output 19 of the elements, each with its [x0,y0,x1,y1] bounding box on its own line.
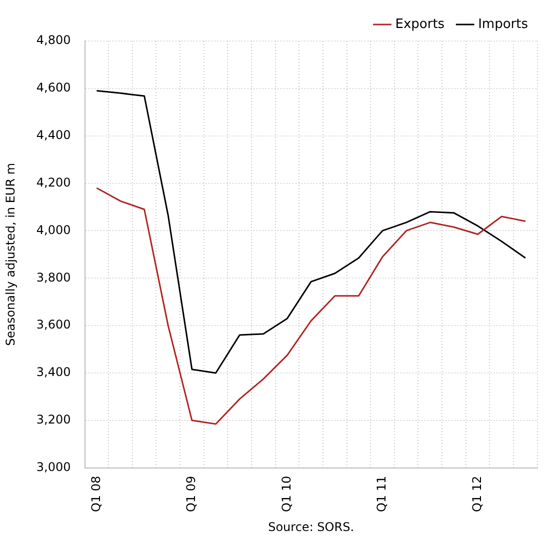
x-tick-label: Q1 10 [279,476,294,512]
x-tick-label: Q1 11 [374,476,389,512]
y-tick-label: 3,000 [36,460,71,474]
y-tick-label: 4,400 [36,128,71,142]
y-tick-label: 4,800 [36,33,71,48]
y-tick-label: 3,400 [36,365,71,380]
y-tick-label: 3,200 [36,412,71,427]
x-tick-label: Q1 12 [470,476,484,512]
y-tick-label: 3,800 [36,270,71,284]
legend-label: Exports [395,16,445,32]
x-tick-label: Q1 09 [184,476,198,512]
y-axis-title: Seasonally adjusted, in EUR m [3,162,18,346]
source-note: Source: SORS. [268,520,354,534]
x-tick-label: Q1 08 [88,476,103,512]
y-tick-label: 3,600 [36,318,71,332]
legend-label: Imports [478,16,528,32]
y-tick-label: 4,600 [36,80,71,95]
y-tick-label: 4,200 [36,175,71,190]
y-tick-label: 4,000 [36,222,71,237]
